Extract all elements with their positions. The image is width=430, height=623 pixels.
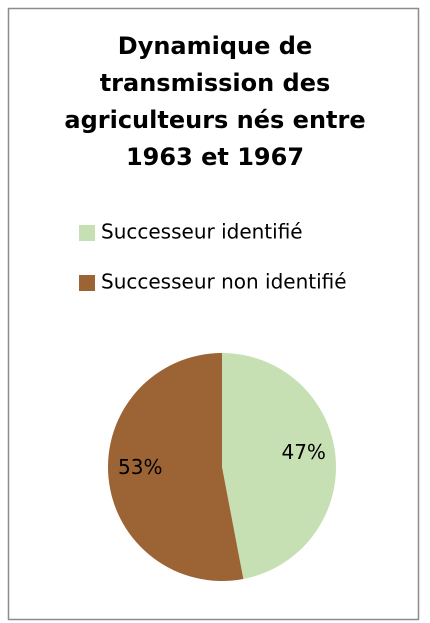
data-label: 53% [118, 455, 162, 479]
chart-title: Dynamique de transmission des agriculteu… [64, 32, 366, 171]
legend-swatch [79, 275, 95, 291]
legend-label: Successeur non identifié [101, 270, 347, 294]
pie-slice [222, 353, 337, 579]
legend-label: Successeur identifié [101, 220, 303, 244]
data-label: 47% [281, 440, 325, 464]
pie-slice [108, 353, 244, 582]
legend-swatch [79, 225, 95, 241]
